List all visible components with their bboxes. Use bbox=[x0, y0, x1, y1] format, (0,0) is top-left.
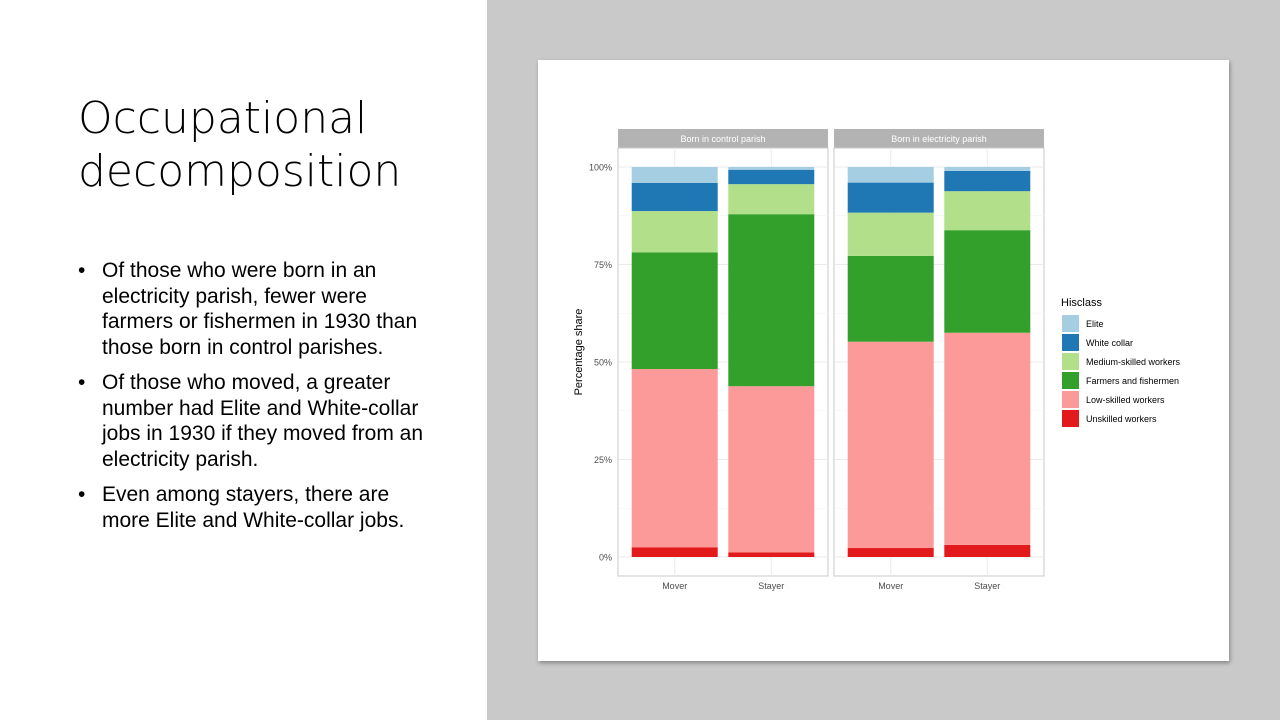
bullet-item: • Of those who were born in an electrici… bbox=[78, 258, 438, 360]
bullet-icon: • bbox=[78, 259, 86, 282]
y-tick-label: 50% bbox=[594, 358, 612, 368]
slide-title-line-1: Occupational bbox=[78, 93, 368, 144]
bar-segment bbox=[944, 544, 1031, 557]
legend-swatch bbox=[1062, 334, 1079, 351]
bar-segment bbox=[944, 230, 1031, 333]
bar-segment bbox=[847, 167, 934, 183]
x-tick-label: Stayer bbox=[758, 581, 784, 591]
bar-segment bbox=[847, 212, 934, 256]
bar-segment bbox=[728, 386, 815, 553]
figure-card: Percentage share 0% 25% 50% 75% 100% Born in c… bbox=[538, 60, 1229, 661]
legend-label: Elite bbox=[1086, 319, 1104, 329]
bar-segment bbox=[847, 341, 934, 549]
bar-segment bbox=[944, 191, 1031, 231]
bar-segment bbox=[631, 369, 718, 548]
text-pane: Occupational decomposition • Of those wh… bbox=[0, 0, 487, 720]
legend-title: Hisclass bbox=[1061, 297, 1102, 309]
bar-segment bbox=[631, 547, 718, 557]
x-tick-label: Mover bbox=[662, 581, 687, 591]
legend-swatch bbox=[1062, 372, 1079, 389]
legend-swatch bbox=[1062, 410, 1079, 427]
bar-segment bbox=[847, 182, 934, 213]
bar-segment bbox=[944, 170, 1031, 192]
bullet-text: Of those who moved, a greater number had… bbox=[102, 371, 424, 471]
legend-label: Low-skilled workers bbox=[1086, 395, 1165, 405]
bar-segment bbox=[631, 252, 718, 370]
y-tick-label: 100% bbox=[589, 163, 612, 173]
facet-title: Born in electricity parish bbox=[891, 134, 987, 144]
legend-swatch bbox=[1062, 353, 1079, 370]
bar-segment bbox=[631, 211, 718, 253]
bar-segment bbox=[631, 182, 718, 212]
bar-segment bbox=[728, 167, 815, 170]
facet-title: Born in control parish bbox=[680, 134, 765, 144]
stacked-bar-chart: Percentage share 0% 25% 50% 75% 100% Born in c… bbox=[573, 129, 1181, 591]
y-axis-label: Percentage share bbox=[573, 309, 585, 396]
facet-strip bbox=[618, 129, 828, 148]
bullet-icon: • bbox=[78, 483, 86, 506]
y-tick-label: 25% bbox=[594, 455, 612, 465]
bullet-icon: • bbox=[78, 371, 86, 394]
legend-label: Medium-skilled workers bbox=[1086, 357, 1181, 367]
bar-segment bbox=[847, 255, 934, 342]
bar-segment bbox=[631, 167, 718, 183]
bar-segment bbox=[728, 184, 815, 215]
legend-label: Unskilled workers bbox=[1086, 414, 1157, 424]
bullet-list: • Of those who were born in an electrici… bbox=[78, 258, 438, 543]
bar-segment bbox=[847, 548, 934, 557]
bar-segment bbox=[728, 552, 815, 557]
bar-segment bbox=[944, 167, 1031, 171]
bullet-item: • Of those who moved, a greater number h… bbox=[78, 370, 438, 472]
x-tick-label: Mover bbox=[878, 581, 903, 591]
bar-segment bbox=[944, 332, 1031, 545]
y-tick-label: 0% bbox=[599, 553, 612, 563]
bullet-text: Of those who were born in an electricity… bbox=[102, 259, 418, 359]
slide-title-line-2: decomposition bbox=[78, 146, 402, 197]
slide-title: Occupational decomposition bbox=[78, 92, 478, 198]
legend-label: Farmers and fishermen bbox=[1086, 376, 1179, 386]
facet-strip bbox=[834, 129, 1044, 148]
bar-segment bbox=[728, 169, 815, 185]
bullet-text: Even among stayers, there are more Elite… bbox=[102, 483, 405, 532]
x-tick-label: Stayer bbox=[974, 581, 1000, 591]
legend-swatch bbox=[1062, 391, 1079, 408]
legend-swatch bbox=[1062, 315, 1079, 332]
legend-label: White collar bbox=[1086, 338, 1133, 348]
bullet-item: • Even among stayers, there are more Eli… bbox=[78, 482, 438, 533]
y-tick-label: 75% bbox=[594, 260, 612, 270]
bar-segment bbox=[728, 214, 815, 387]
